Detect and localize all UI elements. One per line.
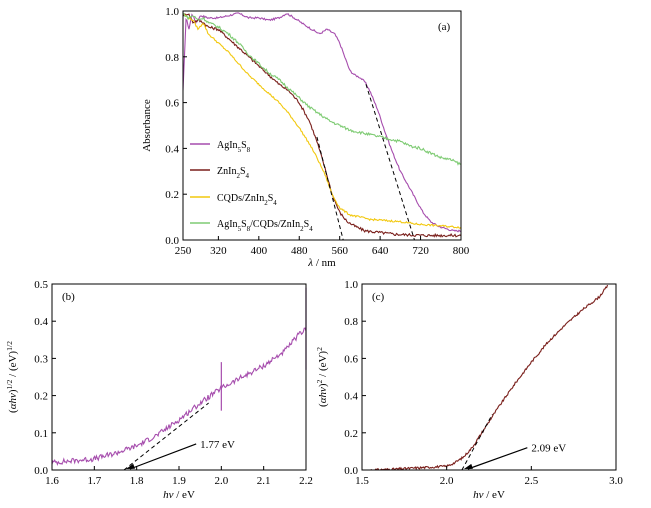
legend-label-3: AgIn5S8/CQDs/ZnIn2S4 [217, 219, 313, 233]
x-tick-label-c: 2.5 [524, 475, 538, 487]
panel-label-c: (c) [372, 291, 385, 303]
annotation-arrowhead-c [463, 463, 473, 469]
x-axis-label-b: hν / eV [163, 489, 195, 501]
series-line-a-0 [183, 12, 461, 233]
x-tick-label-a: 480 [291, 245, 308, 257]
annotation-label-b: 1.77 eV [200, 439, 235, 451]
y-tick-label-c: 1.0 [344, 279, 358, 291]
x-tick-label-a: 640 [372, 245, 389, 257]
y-tick-label-a: 0.0 [165, 235, 179, 247]
panel-a-absorbance-chart: 250 320 400 480 560 640 720 800 0.0 0.2 0.4 0.6 0.8 1… [141, 6, 470, 269]
x-tick-label-c: 1.5 [355, 475, 369, 487]
tangent-line-a-0 [316, 136, 344, 241]
y-tick-label-b: 0.3 [34, 353, 48, 365]
plot-frame-b [51, 283, 307, 471]
y-tick-label-a: 0.8 [165, 52, 179, 64]
tangent-line-a-1 [365, 84, 415, 241]
panel-label-a: (a) [438, 21, 451, 33]
x-tick-label-c: 3.0 [609, 475, 623, 487]
x-tick-label-b: 1.8 [130, 475, 144, 487]
legend-label-1: ZnIn2S4 [217, 166, 250, 180]
x-tick-label-b: 1.9 [172, 475, 186, 487]
y-tick-label-a: 0.4 [165, 143, 179, 155]
annotation-arrow-c [467, 447, 528, 470]
x-tick-label-a: 560 [331, 245, 348, 257]
x-tick-label-a: 720 [412, 245, 429, 257]
y-axis-label-c: (αhν)2 / (eV)2 [315, 347, 330, 407]
y-tick-label-a: 0.6 [165, 98, 179, 110]
annotation-arrowhead-b [125, 463, 135, 469]
x-axis-label-a: λ / nm [307, 257, 336, 269]
y-tick-label-b: 0.4 [34, 316, 48, 328]
y-axis-label-b: (αhν)1/2 / (eV)1/2 [5, 341, 20, 413]
y-tick-label-b: 0.5 [34, 279, 48, 291]
x-tick-label-b: 1.6 [45, 475, 59, 487]
tangent-line-c-0 [461, 413, 493, 471]
y-tick-label-b: 0.2 [34, 391, 48, 403]
x-tick-label-c: 2.0 [440, 475, 454, 487]
x-tick-label-b: 1.7 [87, 475, 101, 487]
legend-label-0: AgIn5S8 [217, 140, 251, 154]
x-tick-label-a: 400 [251, 245, 268, 257]
tangent-line-b-0 [123, 402, 209, 471]
series-line-c-0 [370, 284, 609, 470]
legend-label-2: CQDs/ZnIn2S4 [217, 193, 277, 207]
y-tick-label-a: 0.2 [165, 189, 179, 201]
y-tick-label-c: 0.4 [344, 391, 358, 403]
panel-c-tauc-plot: 2.09 eV 1.5 2.0 2.5 3.0 0.0 0.2 0.4 0.6 0.8 1.0 (c)… [315, 279, 624, 501]
annotation-label-c: 2.09 eV [531, 443, 566, 455]
y-tick-label-c: 0.2 [344, 428, 358, 440]
series-line-a-2 [183, 12, 461, 229]
x-tick-label-a: 250 [175, 245, 192, 257]
x-tick-label-b: 2.2 [299, 475, 313, 487]
y-tick-label-c: 0.0 [344, 465, 358, 477]
y-tick-label-c: 0.8 [344, 316, 358, 328]
x-tick-label-b: 2.1 [257, 475, 271, 487]
y-tick-label-a: 1.0 [165, 6, 179, 18]
y-tick-label-c: 0.6 [344, 353, 358, 365]
x-tick-label-a: 800 [453, 245, 470, 257]
x-axis-label-c: hν / eV [473, 489, 505, 501]
y-axis-label-a: Absorbance [141, 99, 153, 152]
panel-b-tauc-plot: 1.77 eV 1.6 1.7 1.8 1.9 2.0 2.1 2.2 0.0 0.1 0.2 0.3… [5, 279, 313, 501]
x-tick-label-b: 2.0 [214, 475, 228, 487]
panel-label-b: (b) [62, 291, 75, 303]
annotation-arrow-b [129, 443, 197, 470]
plot-frame-a [182, 10, 462, 241]
series-line-b-0 [52, 327, 306, 466]
plot-frame-c [361, 283, 617, 471]
series-line-a-3 [183, 12, 461, 166]
y-tick-label-b: 0.0 [34, 465, 48, 477]
x-tick-label-a: 320 [210, 245, 227, 257]
y-tick-label-b: 0.1 [34, 428, 48, 440]
